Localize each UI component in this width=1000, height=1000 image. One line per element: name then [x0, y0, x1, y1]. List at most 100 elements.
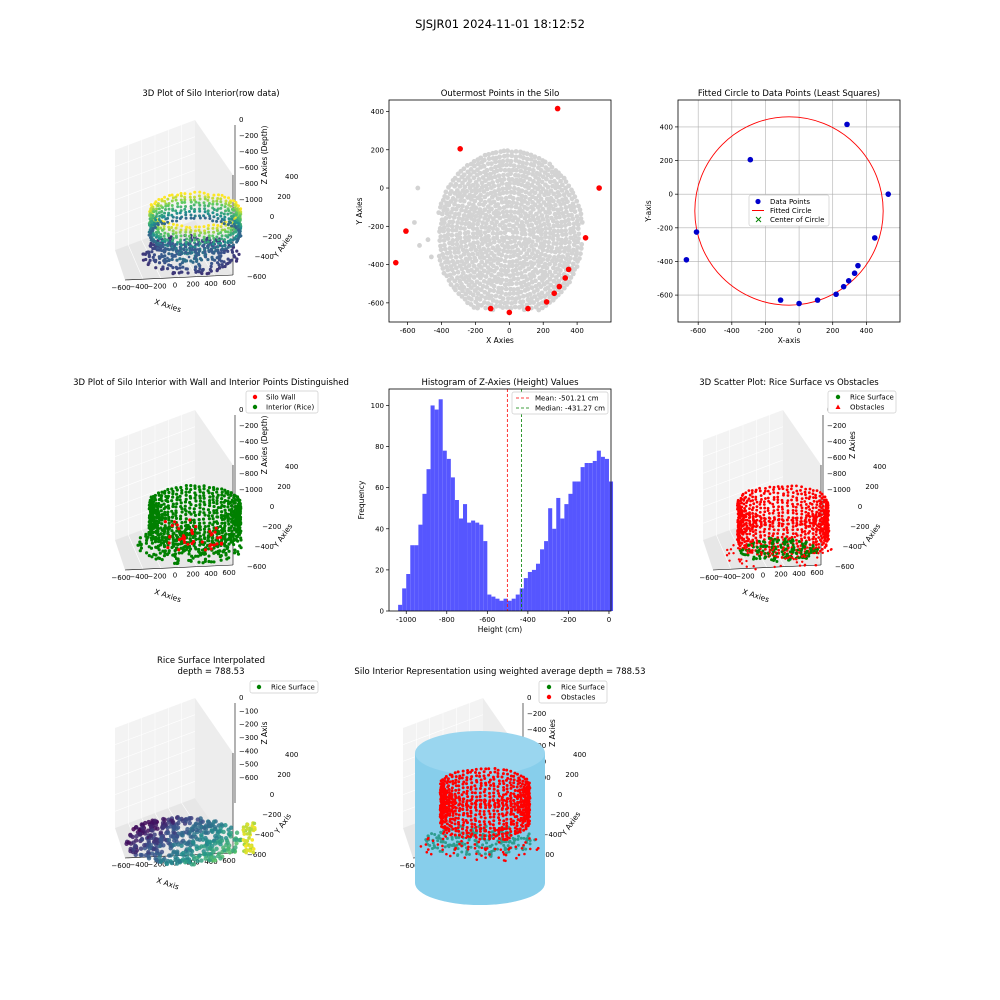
interior-point [514, 177, 519, 183]
data-point [215, 496, 219, 500]
wall-point [186, 542, 190, 546]
obstacle-point [448, 794, 452, 798]
obstacle-point [799, 534, 803, 537]
data-point [170, 529, 174, 533]
data-point [188, 226, 192, 230]
interior-point [458, 225, 464, 231]
data-point [215, 498, 219, 503]
data-point [160, 528, 164, 532]
rice-point [426, 834, 430, 838]
obstacle-point [448, 854, 452, 858]
data-point [224, 511, 228, 515]
data-point [183, 520, 188, 524]
data-point [153, 260, 157, 264]
obstacle-point [492, 815, 496, 819]
data-point [180, 521, 184, 525]
data-point [202, 214, 206, 218]
data-point [166, 487, 170, 492]
rice-point [432, 844, 436, 848]
obstacle-point [482, 837, 486, 841]
data-point [154, 235, 158, 239]
data-point [193, 190, 197, 194]
obstacle-point [522, 828, 526, 832]
data-point [212, 239, 216, 243]
obstacle-point [484, 856, 487, 859]
data-point [232, 199, 236, 203]
interior-point [511, 272, 516, 278]
obstacle-point [500, 795, 504, 799]
obstacle-point [763, 510, 767, 514]
interior-point [500, 186, 506, 192]
data-point [209, 560, 213, 564]
data-point [194, 265, 198, 269]
data-point [235, 514, 239, 518]
data-point [163, 535, 167, 540]
obstacle-point [444, 835, 448, 838]
obstacle-point [444, 792, 448, 796]
data-point [176, 561, 180, 565]
wall-point [183, 535, 187, 539]
panel1-title: 3D Plot of Silo Interior(row data) [142, 89, 279, 99]
surface-point [245, 832, 250, 836]
y-tick-label: −400 [255, 831, 274, 839]
obstacle-point [800, 530, 804, 534]
surface-point [133, 843, 138, 849]
interior-point [515, 217, 521, 223]
z-tick-label: −600 [239, 164, 258, 172]
rice-point [457, 836, 461, 840]
data-point [154, 200, 158, 204]
interior-point [502, 258, 508, 264]
interior-point [494, 231, 500, 237]
panel7-3d-surface: −600−400−2000200400600−600−400−200020040… [111, 680, 319, 891]
obstacle-point [478, 809, 482, 813]
interior-point [503, 254, 509, 260]
surface-point [241, 828, 246, 832]
obstacle-point [526, 824, 530, 828]
data-point [149, 519, 153, 523]
obstacle-point [791, 508, 795, 512]
interior-point [502, 282, 508, 288]
x-tick-label: -600 [400, 327, 416, 335]
interior-point [482, 194, 488, 200]
obstacle-point [456, 770, 460, 774]
wall-point [177, 538, 182, 542]
obstacle-point [786, 490, 790, 494]
surface-point [225, 840, 230, 845]
x-tick-label: 0 [507, 327, 511, 335]
obstacle-point [766, 496, 770, 500]
obstacle-point [811, 506, 815, 510]
interior-point [491, 268, 497, 274]
interior-point [485, 242, 491, 248]
obstacle-point [764, 497, 767, 500]
obstacle-point [451, 817, 455, 821]
obstacle-point [822, 510, 826, 514]
obstacle-point [804, 510, 808, 514]
data-point [192, 248, 196, 251]
data-point [207, 517, 211, 521]
data-point [190, 251, 194, 255]
data-point [166, 504, 170, 508]
interior-point [470, 259, 475, 265]
obstacle-point [509, 786, 513, 790]
rice-point [439, 831, 443, 835]
obstacle-point [509, 777, 513, 781]
obstacle-point [760, 551, 764, 555]
obstacle-point [470, 802, 474, 806]
interior-point [491, 283, 497, 289]
data-point [192, 203, 196, 207]
obstacle-point [534, 838, 538, 841]
obstacle-point [777, 528, 780, 532]
data-point [183, 238, 186, 242]
data-point [229, 540, 233, 544]
data-point [170, 499, 174, 503]
rice-point [772, 559, 776, 563]
data-point [217, 251, 221, 255]
z-tick-label: −400 [239, 148, 258, 156]
surface-point [221, 829, 226, 835]
interior-point [485, 204, 491, 210]
surface-point [138, 846, 144, 851]
interior-point [474, 235, 480, 240]
obstacle-point [516, 800, 520, 804]
obstacle-point [745, 518, 749, 522]
interior-point [470, 251, 476, 257]
